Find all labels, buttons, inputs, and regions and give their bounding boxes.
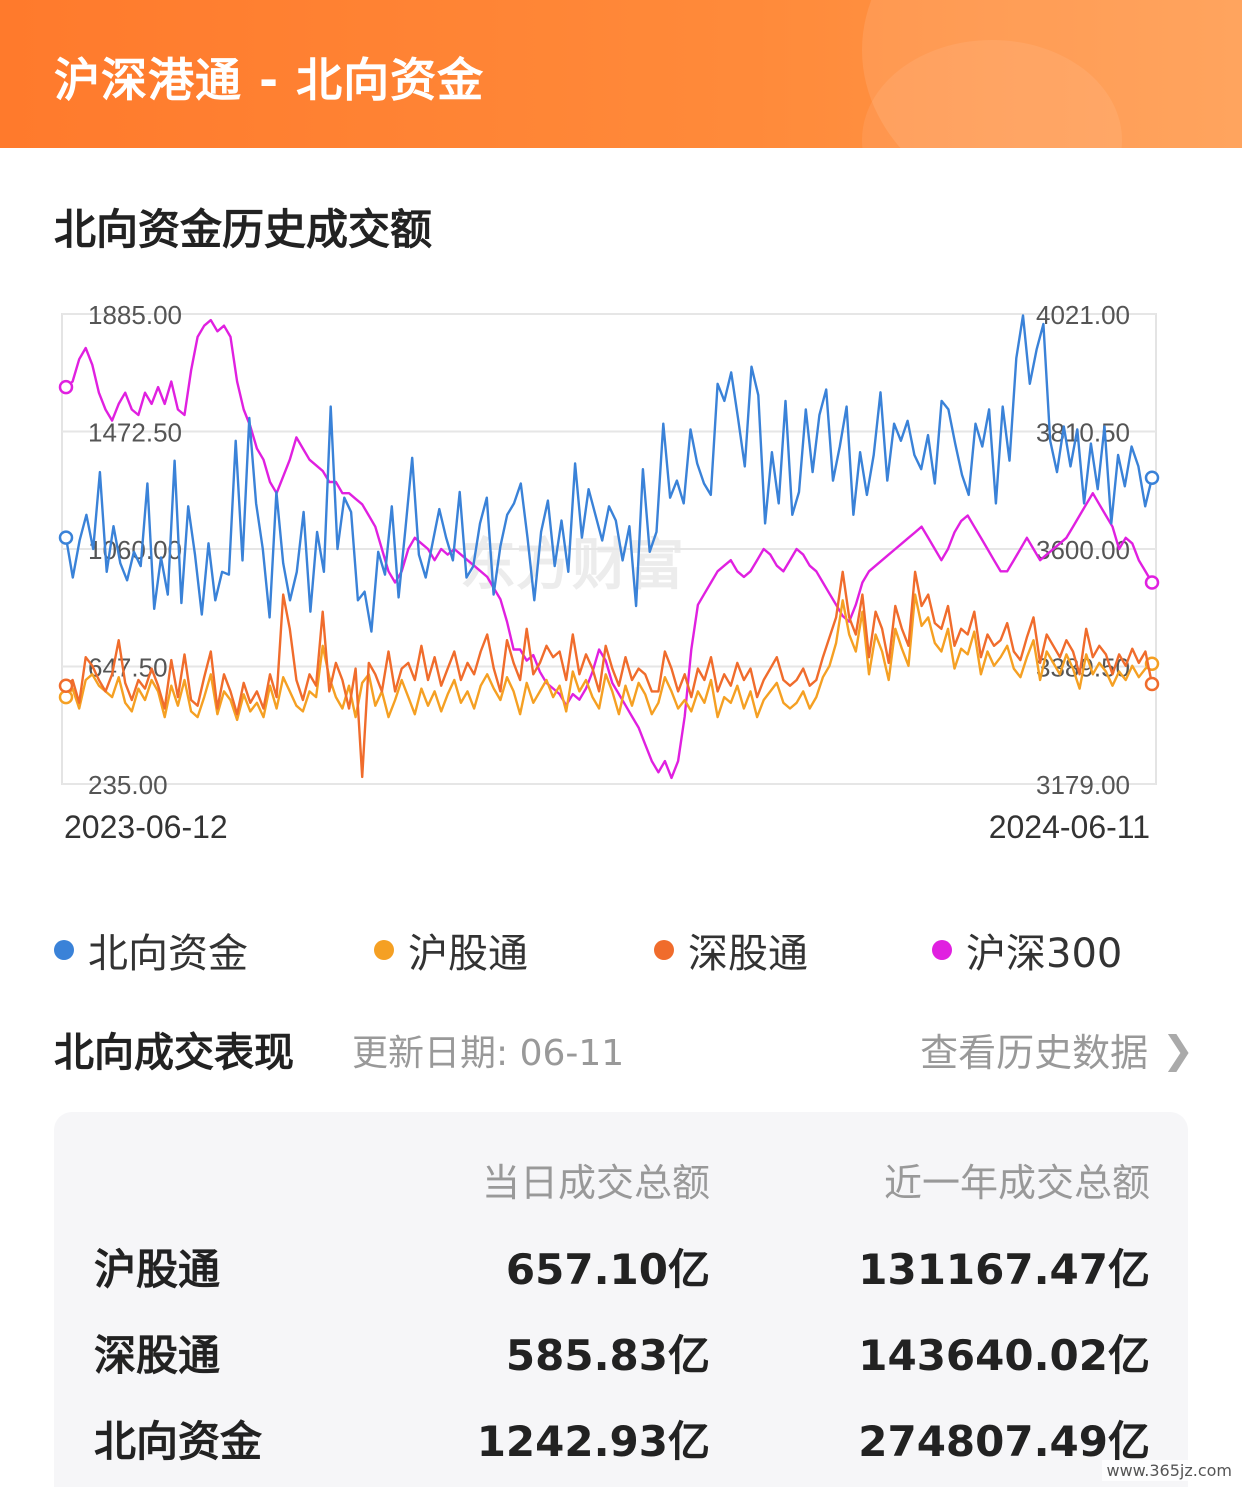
year-value-shanghai: 131167.47亿 (858, 1245, 1150, 1294)
site-watermark: www.365jz.com (1102, 1460, 1236, 1481)
series-end-marker (1144, 470, 1160, 486)
right-tick-label: 4021.00 (1036, 300, 1130, 330)
year-value-northbound: 274807.49亿 (858, 1417, 1150, 1466)
legend-dot-icon (654, 940, 674, 960)
column-header-year: 近一年成交总额 (883, 1161, 1150, 1205)
legend-dot-icon (374, 940, 394, 960)
performance-title: 北向成交表现 (54, 1030, 294, 1076)
chart-section-title: 北向资金历史成交额 (54, 205, 433, 254)
legend-item-csi300[interactable]: 沪深300 (932, 920, 1122, 980)
left-tick-label: 1472.50 (88, 418, 182, 448)
performance-header: 北向成交表现 更新日期: 06-11 查看历史数据 ❯ (54, 1016, 1194, 1077)
today-value-shanghai: 657.10亿 (505, 1245, 710, 1294)
view-history-link[interactable]: 查看历史数据 ❯ (920, 1022, 1194, 1077)
today-value-shenzhen: 585.83亿 (505, 1331, 710, 1380)
chevron-right-icon: ❯ (1162, 1027, 1194, 1072)
legend-item-northbound[interactable]: 北向资金 (54, 920, 248, 980)
series-start-marker (58, 530, 74, 545)
series-line-1 (65, 593, 1153, 722)
series-line-2 (65, 570, 1154, 779)
trading-volume-chart[interactable]: 东方财富 1885.00 4021.00 1472.50 3810.50 1060.00… (0, 290, 1242, 860)
legend-dot-icon (54, 940, 74, 960)
series-end-marker (1144, 676, 1160, 692)
performance-table: 当日成交总额 近一年成交总额 沪股通 657.10亿 131167.47亿 深股… (54, 1112, 1188, 1487)
header-decoration (862, 0, 1242, 148)
update-date: 更新日期: 06-11 (352, 1033, 625, 1074)
left-tick-label: 1060.00 (88, 535, 182, 565)
right-tick-label: 3179.00 (1036, 770, 1130, 800)
year-value-shenzhen: 143640.02亿 (858, 1331, 1150, 1380)
series-end-marker (1144, 575, 1160, 590)
series-start-marker (58, 678, 74, 693)
legend-item-shenzhen-connect[interactable]: 深股通 (654, 920, 808, 980)
page-title: 沪深港通 - 北向资金 (54, 53, 485, 107)
legend-label: 沪股通 (408, 931, 528, 977)
series-start-marker (58, 379, 74, 395)
legend-label: 沪深300 (966, 931, 1123, 977)
row-label-shanghai: 沪股通 (94, 1245, 221, 1294)
row-label-northbound: 北向资金 (94, 1417, 263, 1466)
legend-label: 北向资金 (88, 931, 248, 977)
left-tick-label: 235.00 (88, 770, 168, 800)
legend-label: 深股通 (688, 931, 808, 977)
row-label-shenzhen: 深股通 (94, 1331, 221, 1380)
chart-legend: 北向资金 沪股通 深股通 沪深300 (54, 920, 1194, 980)
view-history-label: 查看历史数据 (920, 1031, 1149, 1075)
legend-item-shanghai-connect[interactable]: 沪股通 (374, 920, 528, 980)
header-bar: 沪深港通 - 北向资金 (0, 0, 1242, 148)
column-header-today: 当日成交总额 (481, 1161, 710, 1205)
x-start-label: 2023-06-12 (64, 809, 228, 845)
series-line-3 (65, 318, 1154, 780)
left-tick-label: 1885.00 (88, 300, 182, 330)
x-end-label: 2024-06-11 (989, 809, 1150, 845)
today-value-northbound: 1242.93亿 (476, 1417, 710, 1466)
legend-dot-icon (932, 940, 952, 960)
series-line-0 (64, 314, 1154, 633)
